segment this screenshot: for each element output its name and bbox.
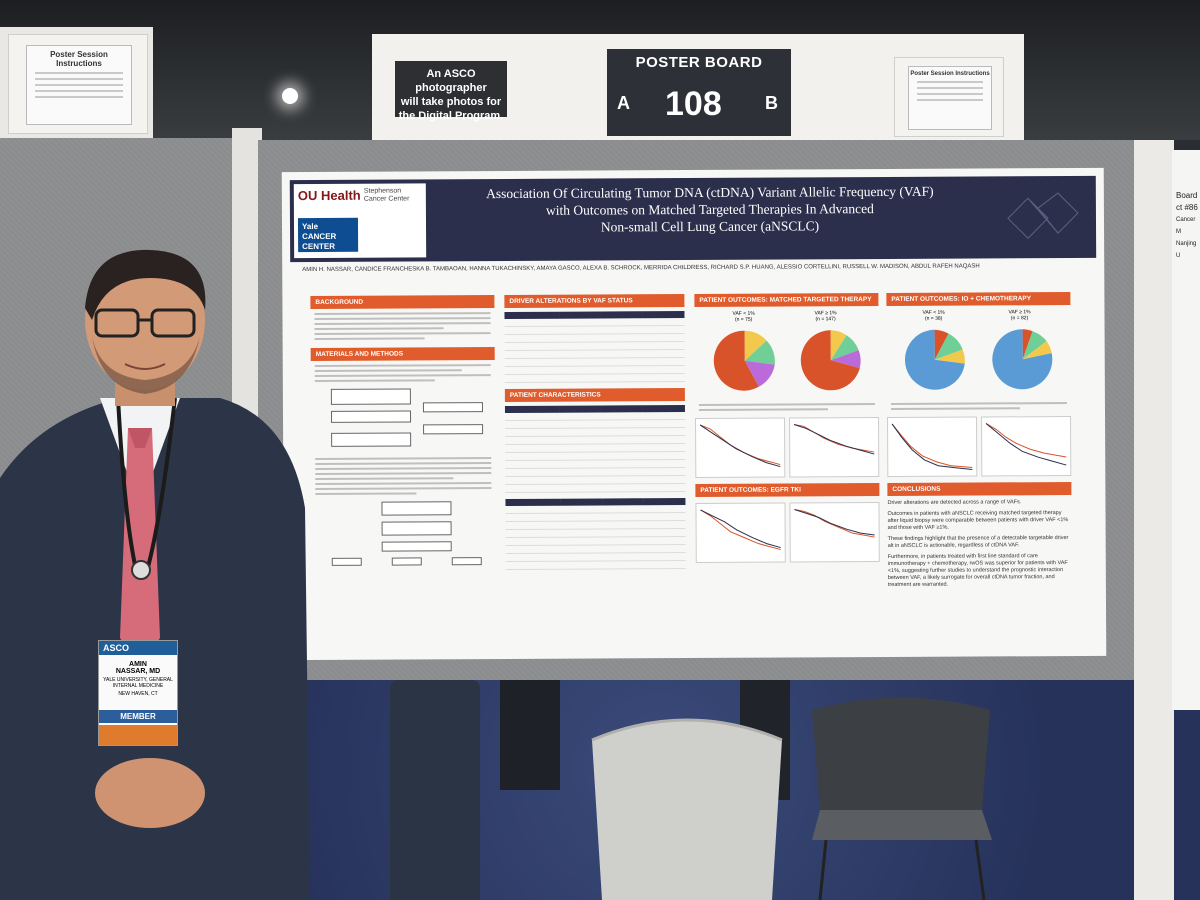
- board-title: POSTER BOARD: [635, 54, 763, 71]
- pie-label-n75: (n = 75): [734, 316, 753, 323]
- side-fragment-1: Board: [1176, 191, 1198, 200]
- section-background: BACKGROUND: [310, 295, 495, 310]
- pie-label-n147: (n = 147): [815, 316, 836, 323]
- board-side-b: B: [765, 93, 778, 113]
- poster-title-line1: Association Of Circulating Tumor DNA (ct…: [486, 183, 934, 202]
- badge-ribbon: [99, 725, 177, 745]
- sheet-title-right: Poster Session Instructions: [910, 70, 990, 77]
- section-drivers: DRIVER ALTERATIONS BY VAF STATUS: [504, 294, 685, 308]
- badge-header: ASCO: [99, 641, 177, 655]
- side-fragment-4: Nanjing U: [1176, 241, 1197, 259]
- badge-role: MEMBER: [99, 710, 177, 723]
- conclusion-2: Outcomes in patients with aNSCLC receivi…: [887, 510, 1069, 531]
- name-badge: ASCO AMIN NASSAR, MD YALE UNIVERSITY, GE…: [98, 640, 178, 746]
- flow-diagram-2: [311, 497, 495, 578]
- chair-left: [591, 718, 783, 900]
- left-instruction-sheet: Poster Session Instructions: [8, 34, 148, 134]
- poster-col-1: BACKGROUND MATERIALS AND METHODS: [310, 295, 495, 578]
- pie-matched-high: [800, 330, 861, 391]
- section-patient-characteristics: PATIENT CHARACTERISTICS: [504, 388, 685, 402]
- egfr-km-curves: [695, 500, 880, 567]
- photographer-notice: An ASCO photographer will take photos fo…: [395, 61, 507, 122]
- km-curve-matched-os: [789, 417, 880, 478]
- poster-col-3: PATIENT OUTCOMES: MATCHED TARGETED THERA…: [694, 293, 880, 567]
- right-instruction-sheet: Poster Session Instructions: [894, 57, 1004, 137]
- section-matched-therapy: PATIENT OUTCOMES: MATCHED TARGETED THERA…: [694, 293, 879, 307]
- io-pies: VAF < 1% (n = 38) VAF ≥ 1% (n = 82): [886, 309, 1070, 400]
- header-geometric-decoration: [1007, 192, 1079, 239]
- poster-title-line3: Non-small Cell Lung Cancer (aNSCLC): [600, 218, 820, 235]
- pie-io-high: [992, 329, 1053, 390]
- pie-io-low: [905, 329, 965, 390]
- presenter: [0, 249, 310, 900]
- pie-matched-low: [713, 330, 775, 391]
- matched-km-curves: [695, 413, 880, 480]
- section-methods: MATERIALS AND METHODS: [310, 347, 495, 362]
- ceiling-light: [282, 88, 298, 104]
- photo-note-line3: the Digital Program.: [398, 110, 504, 122]
- conclusion-4: Furthermore, in patients treated with fi…: [887, 553, 1068, 588]
- photo-note-line2: will take photos for: [400, 96, 502, 108]
- flow-diagram-1: [311, 384, 495, 455]
- badge-last-name: NASSAR, MD: [115, 668, 161, 675]
- km-curve-io-os: [981, 416, 1072, 477]
- right-board-edge: [1134, 140, 1174, 900]
- stephenson-logo: Stephenson Cancer Center: [363, 187, 410, 203]
- km-curve-egfr-os: [789, 502, 880, 563]
- section-io-chemo: PATIENT OUTCOMES: IO + CHEMOTHERAPY: [886, 292, 1071, 306]
- pie-label-n82: (n = 82): [1010, 315, 1029, 322]
- io-km-curves: [887, 412, 1072, 479]
- badge-location: NEW HAVEN, CT: [118, 691, 158, 697]
- pie-label-n38: (n = 38): [924, 315, 943, 322]
- poster-col-2: DRIVER ALTERATIONS BY VAF STATUS PATIENT…: [504, 294, 686, 570]
- poster-authors: AMIN H. NASSAR, CANDICE FRANCHESKA B. TA…: [302, 263, 980, 274]
- photo-note-line1: An ASCO photographer: [415, 68, 487, 94]
- conclusion-1: Driver alterations are detected across a…: [887, 499, 1022, 506]
- badge-first-name: AMIN: [129, 661, 147, 668]
- conclusion-3: These findings highlight that the presen…: [887, 535, 1069, 549]
- ou-health-logo: OU Health: [297, 187, 361, 204]
- side-fragment-3: Cancer M: [1176, 217, 1196, 235]
- background-person-2: [500, 680, 560, 790]
- board-number: 108: [665, 85, 722, 123]
- sheet-title: Poster Session Instructions: [50, 49, 108, 68]
- asco-logo: ASCO: [103, 643, 130, 653]
- patient-table-3: [505, 498, 686, 570]
- poster-header: OU Health Stephenson Cancer Center Yale …: [289, 175, 1097, 263]
- km-curve-matched-pfs: [695, 417, 786, 478]
- driver-table: [504, 311, 685, 383]
- right-side-poster: Board ct #86 Cancer M Nanjing U: [1172, 150, 1200, 710]
- poster-title: Association Of Circulating Tumor DNA (ct…: [440, 183, 980, 237]
- km-curve-io-pfs: [887, 416, 978, 477]
- poster-board-number-sign: POSTER BOARD A 108 B: [607, 49, 791, 136]
- badge-org: YALE UNIVERSITY, GENERAL INTERNAL MEDICI…: [103, 677, 173, 689]
- institution-logos: OU Health Stephenson Cancer Center Yale …: [293, 183, 427, 259]
- chair-right: [812, 697, 992, 900]
- side-fragment-2: ct #86: [1176, 203, 1198, 212]
- section-egfr: PATIENT OUTCOMES: EGFR TKI: [695, 483, 880, 497]
- background-person-legs: [390, 680, 480, 900]
- section-conclusions: CONCLUSIONS: [887, 482, 1072, 496]
- matched-pies: VAF < 1% (n = 75) VAF ≥ 1% (n = 147): [694, 310, 878, 401]
- km-curve-egfr-pfs: [695, 502, 786, 563]
- patient-table-2: [504, 405, 686, 493]
- board-side-a: A: [617, 93, 630, 113]
- yale-cancer-center-logo: Yale CANCER CENTER: [297, 217, 359, 253]
- research-poster: OU Health Stephenson Cancer Center Yale …: [281, 167, 1107, 661]
- poster-col-4: PATIENT OUTCOMES: IO + CHEMOTHERAPY VAF …: [886, 292, 1072, 593]
